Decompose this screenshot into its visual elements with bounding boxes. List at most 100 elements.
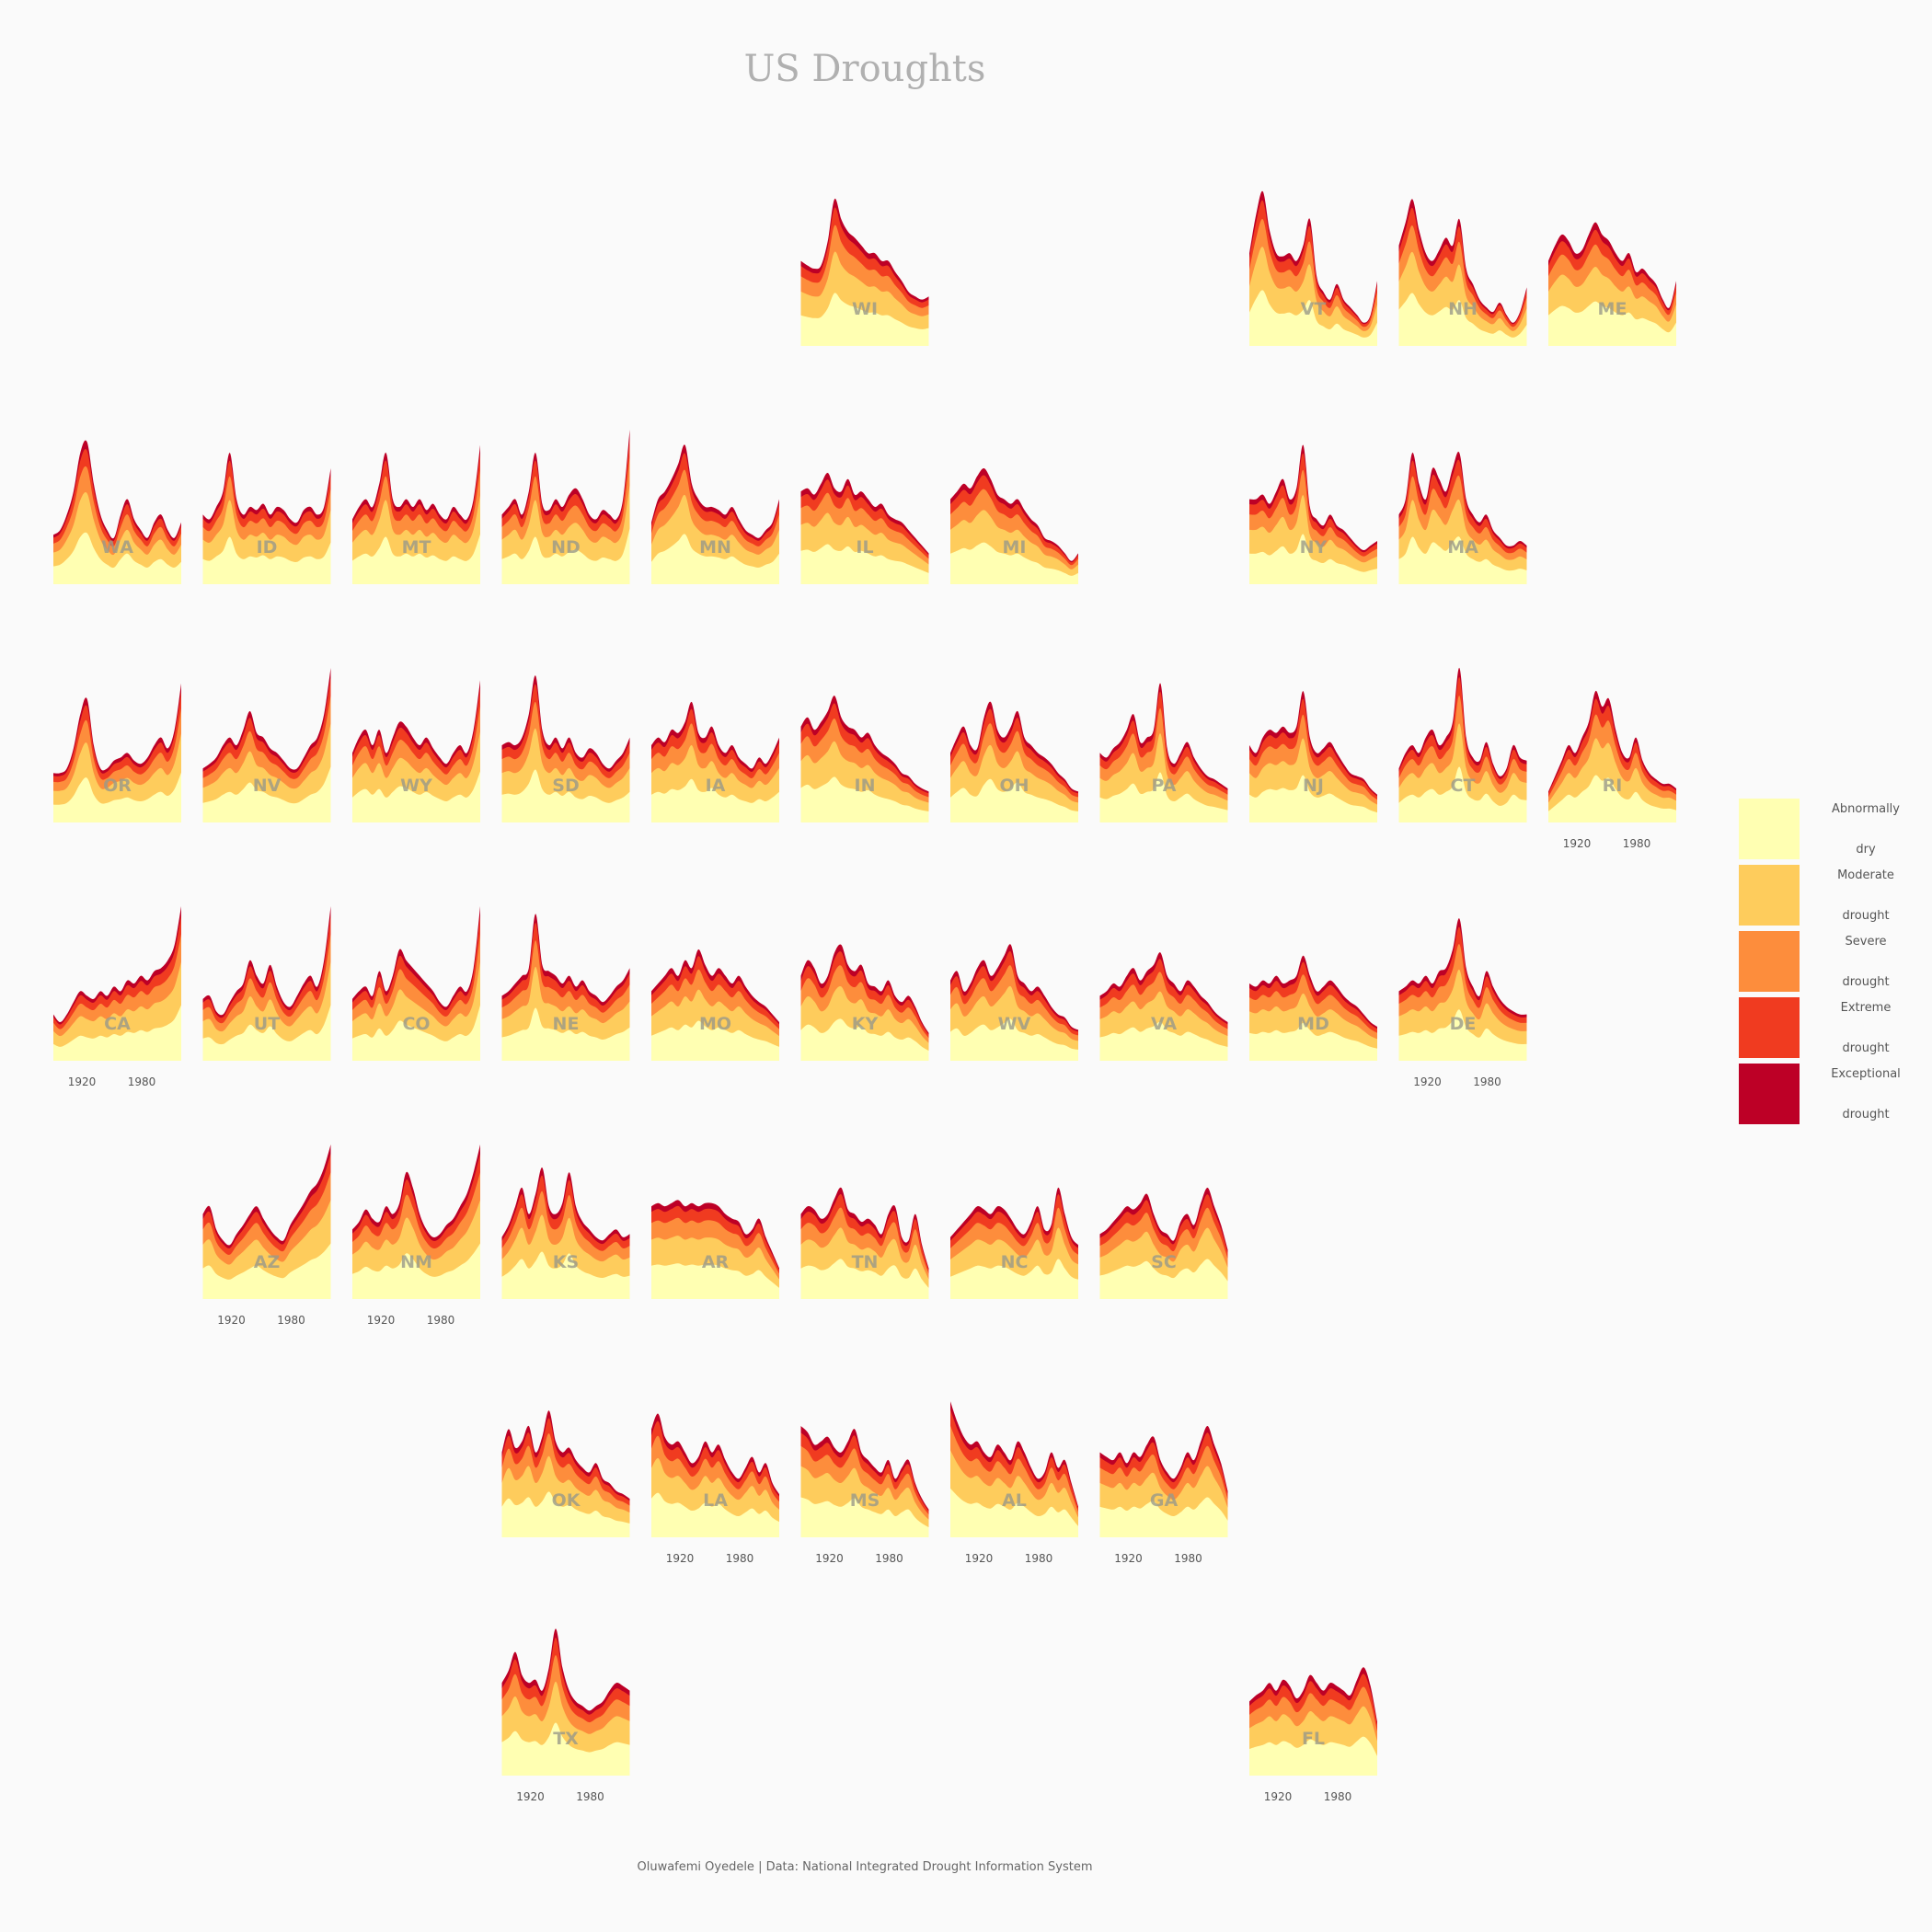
area-layer-1	[501, 1722, 630, 1776]
state-label: VT	[1301, 299, 1327, 319]
area-layer-1	[651, 534, 779, 584]
state-label: SC	[1151, 1252, 1177, 1272]
state-panel-ia: IA	[651, 701, 779, 822]
state-panel-sd: SD	[501, 675, 630, 822]
state-label: MI	[1003, 537, 1027, 558]
state-label: ND	[551, 537, 581, 558]
area-layer-1	[950, 1259, 1078, 1299]
area-layer-1	[202, 766, 331, 822]
area-layer-1	[1249, 1022, 1377, 1061]
state-label: AL	[1002, 1490, 1027, 1511]
legend-label: Severe	[1845, 935, 1887, 949]
x-tick-label: 1980	[427, 1314, 455, 1327]
state-label: GA	[1150, 1490, 1179, 1511]
area-layer-1	[1249, 775, 1377, 822]
state-label: MN	[699, 537, 731, 558]
state-panel-wv: WV	[950, 944, 1078, 1061]
state-panel-ga: GA	[1099, 1425, 1228, 1537]
area-layer-1	[1099, 772, 1228, 822]
state-panel-md: MD	[1249, 955, 1377, 1061]
legend-swatch	[1739, 799, 1800, 859]
area-layer-1	[1249, 1736, 1377, 1776]
state-panel-mi: MI	[950, 467, 1078, 584]
state-panel-ca: CA	[53, 906, 181, 1061]
state-label: IL	[856, 537, 873, 558]
x-tick-label: 1920	[516, 1790, 545, 1803]
state-panel-oh: OH	[950, 701, 1078, 822]
area-layer-1	[950, 542, 1078, 584]
state-panel-ne: NE	[501, 914, 630, 1061]
legend-swatch	[1739, 931, 1800, 992]
x-tick-label: 1920	[1413, 1075, 1442, 1088]
legend-item: Moderate drought	[1737, 863, 1921, 929]
area-layer-1	[800, 1259, 929, 1299]
area-layer-1	[352, 1005, 480, 1061]
area-layer-1	[950, 778, 1078, 822]
area-layer-1	[651, 1492, 779, 1537]
state-panel-ms: MS	[800, 1426, 929, 1537]
area-layer-1	[1548, 775, 1676, 822]
state-label: DE	[1450, 1014, 1477, 1034]
legend-item: Severe drought	[1737, 929, 1921, 995]
state-panel-in: IN	[800, 696, 929, 822]
state-panel-wy: WY	[352, 680, 480, 822]
area-layer-2	[202, 961, 331, 1061]
x-tick-label: 1980	[875, 1552, 903, 1565]
legend-label: Extreme	[1840, 1001, 1892, 1015]
area-layer-1	[800, 1497, 929, 1537]
legend-label: drought	[1842, 1041, 1890, 1055]
state-label: KY	[852, 1014, 879, 1034]
state-label: MA	[1447, 537, 1478, 558]
state-panel-ny: NY	[1249, 444, 1377, 584]
legend: Abnormally dry Moderate drought Severe drough…	[1737, 797, 1921, 1128]
state-label: KS	[553, 1252, 579, 1272]
state-label: CO	[402, 1014, 430, 1034]
state-label: MD	[1297, 1014, 1329, 1034]
state-label: OR	[103, 776, 132, 796]
state-panel-tn: TN	[800, 1187, 929, 1299]
area-layer-1	[501, 769, 630, 822]
state-panel-co: CO	[352, 906, 480, 1061]
area-layer-1	[1398, 293, 1527, 346]
state-label: NJ	[1303, 776, 1324, 796]
state-panel-nm: NM	[352, 1144, 480, 1299]
area-layer-1	[1099, 1497, 1228, 1537]
state-label: MT	[402, 537, 431, 558]
state-panel-ut: UT	[202, 906, 331, 1061]
state-panel-pa: PA	[1099, 683, 1228, 822]
area-layer-1	[800, 776, 929, 822]
area-layer-1	[1548, 301, 1676, 346]
state-panel-ar: AR	[651, 1200, 779, 1299]
area-layer-1	[202, 1005, 331, 1061]
state-label: VA	[1151, 1014, 1177, 1034]
area-layer-1	[53, 772, 181, 822]
state-label: PA	[1152, 776, 1177, 796]
state-panel-mo: MO	[651, 949, 779, 1061]
state-label: UT	[254, 1014, 280, 1034]
state-label: SD	[552, 776, 579, 796]
state-panel-sc: SC	[1099, 1187, 1228, 1299]
x-tick-label: 1920	[68, 1075, 97, 1088]
area-layer-1	[1249, 534, 1377, 584]
state-panel-il: IL	[800, 472, 929, 584]
state-label: FL	[1302, 1729, 1325, 1749]
area-layer-1	[352, 534, 480, 584]
legend-item: Abnormally dry	[1737, 797, 1921, 863]
legend-swatch	[1739, 1064, 1800, 1124]
area-layer-1	[1398, 766, 1527, 822]
legend-label: Moderate	[1837, 868, 1894, 882]
area-layer-1	[1249, 290, 1377, 346]
state-label: NM	[400, 1252, 432, 1272]
state-panel-nh: NH	[1398, 199, 1527, 346]
state-panel-az: AZ	[202, 1144, 331, 1299]
area-layer-1	[651, 1263, 779, 1299]
area-layer-1	[651, 778, 779, 822]
legend-label: drought	[1842, 975, 1890, 989]
state-label: NH	[1448, 299, 1478, 319]
state-panel-fl: FL	[1249, 1667, 1377, 1776]
state-panel-nd: ND	[501, 430, 630, 584]
legend-item: Extreme drought	[1737, 995, 1921, 1062]
state-panel-mt: MT	[352, 444, 480, 584]
state-label: WA	[101, 537, 133, 558]
